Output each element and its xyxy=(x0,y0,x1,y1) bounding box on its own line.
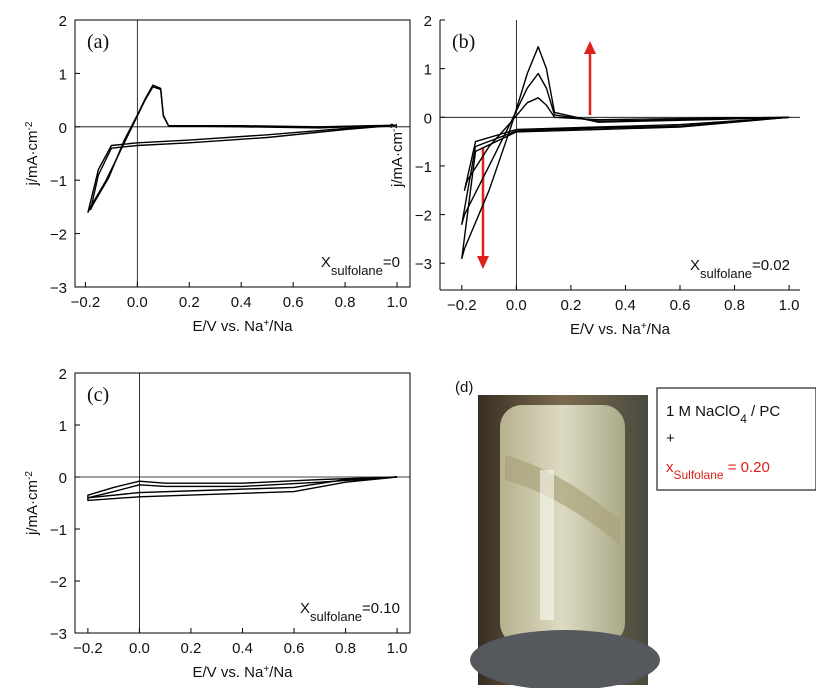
label-box xyxy=(656,387,816,491)
solution-text: 1 M NaClO4 / PC xyxy=(666,403,780,426)
cv-curve xyxy=(461,72,790,225)
x-tick-label: 1.0 xyxy=(387,640,408,657)
y-axis-label-part: -2 xyxy=(24,121,35,130)
y-tick-label: 0 xyxy=(59,120,67,137)
y-axis-label: j/mA·cm-2 xyxy=(24,121,42,186)
y-axis-label-part: j/mA·cm xyxy=(24,130,41,186)
x-axis-label-part: + xyxy=(641,321,647,332)
x-axis-label-part: E/V vs. Na xyxy=(192,318,264,335)
annotation: Xsulfolane=0.10 xyxy=(300,600,400,624)
x-axis-label: E/V vs. Na+/Na xyxy=(192,318,293,336)
x-tick-label: −0.2 xyxy=(447,297,477,314)
y-tick-label: −2 xyxy=(50,227,67,244)
x-axis-label-part: + xyxy=(263,318,269,329)
y-tick-label: 1 xyxy=(424,62,432,79)
y-tick-label: 1 xyxy=(59,66,67,83)
y-axis-label: j/mA·cm-2 xyxy=(24,471,42,536)
x-tick-label: 1.0 xyxy=(779,297,800,314)
annotation-part: X xyxy=(690,257,700,274)
additive-text: xSulfolane = 0.20 xyxy=(666,459,770,482)
y-axis-label-part: -2 xyxy=(24,471,35,480)
x-axis-label-part: /Na xyxy=(647,321,671,338)
y-tick-label: 2 xyxy=(59,13,67,30)
x-axis-label: E/V vs. Na+/Na xyxy=(570,321,671,339)
annotation-part: sulfolane xyxy=(331,263,383,278)
cv-curve xyxy=(87,86,398,213)
y-tick-label: −3 xyxy=(415,256,432,273)
panel-label: (a) xyxy=(87,31,109,53)
y-axis-label-part: j/mA·cm xyxy=(24,480,41,536)
x-tick-label: 0.0 xyxy=(506,297,527,314)
x-tick-label: 0.2 xyxy=(181,640,202,657)
x-tick-label: 0.0 xyxy=(127,294,148,311)
x-tick-label: 0.2 xyxy=(560,297,581,314)
annotation-part: =0 xyxy=(383,254,400,271)
y-tick-label: −3 xyxy=(50,280,67,297)
annotation-part: sulfolane xyxy=(700,266,752,281)
y-tick-label: 2 xyxy=(59,366,67,383)
annotation-part: =0.10 xyxy=(362,600,400,617)
x-tick-label: 0.2 xyxy=(179,294,200,311)
additive-text-part: x xyxy=(666,459,674,476)
solution-text-part: 1 M NaClO xyxy=(666,403,740,420)
y-tick-label: −2 xyxy=(50,574,67,591)
x-tick-label: 1.0 xyxy=(387,294,408,311)
x-axis-label-part: E/V vs. Na xyxy=(570,321,642,338)
y-tick-label: 1 xyxy=(59,418,67,435)
x-tick-label: 0.4 xyxy=(615,297,636,314)
y-tick-label: 0 xyxy=(59,470,67,487)
x-axis-label: E/V vs. Na+/Na xyxy=(192,664,293,682)
x-tick-label: 0.6 xyxy=(670,297,691,314)
vial-highlight xyxy=(540,470,554,620)
x-tick-label: 0.4 xyxy=(231,294,252,311)
cv-curve xyxy=(461,46,790,260)
annotation: Xsulfolane=0.02 xyxy=(690,257,790,281)
additive-text-part: Sulfolane xyxy=(674,468,724,482)
y-axis-label-part: j/mA·cm xyxy=(389,132,406,188)
y-tick-label: 0 xyxy=(424,110,432,127)
y-axis-label-part: -2 xyxy=(389,123,400,132)
x-axis-label-part: + xyxy=(263,664,269,675)
y-tick-label: 2 xyxy=(424,13,432,30)
annotation-part: =0.02 xyxy=(752,257,790,274)
cv-curve xyxy=(87,476,398,499)
cv-curve xyxy=(89,84,398,211)
plot-frame xyxy=(74,372,411,634)
x-axis-label-part: /Na xyxy=(269,664,293,681)
x-tick-label: 0.8 xyxy=(335,640,356,657)
plot-frame xyxy=(74,19,411,288)
y-tick-label: −1 xyxy=(50,173,67,190)
y-tick-label: −3 xyxy=(50,626,67,643)
annotation-part: sulfolane xyxy=(310,609,362,624)
panel-label: (b) xyxy=(452,31,475,53)
solution-plus: + xyxy=(666,430,675,447)
x-tick-label: 0.4 xyxy=(232,640,253,657)
vial-reflection xyxy=(505,455,620,545)
x-tick-label: 0.8 xyxy=(724,297,745,314)
x-tick-label: −0.2 xyxy=(71,294,101,311)
panel-label: (c) xyxy=(87,384,109,406)
y-tick-label: −1 xyxy=(50,522,67,539)
y-axis-label: j/mA·cm-2 xyxy=(389,123,407,188)
y-tick-label: −2 xyxy=(415,208,432,225)
x-tick-label: 0.6 xyxy=(283,294,304,311)
x-tick-label: 0.8 xyxy=(335,294,356,311)
x-tick-label: −0.2 xyxy=(73,640,103,657)
x-axis-label-part: E/V vs. Na xyxy=(192,664,264,681)
solution-text-part: / PC xyxy=(747,403,781,420)
cv-curve xyxy=(463,97,790,191)
x-tick-label: 0.0 xyxy=(129,640,150,657)
y-tick-label: −1 xyxy=(415,159,432,176)
photo-panel-label: (d) xyxy=(455,379,473,396)
additive-text-part: = 0.20 xyxy=(724,459,770,476)
annotation-part: X xyxy=(321,254,331,271)
x-tick-label: 0.6 xyxy=(284,640,305,657)
annotation: Xsulfolane=0 xyxy=(321,254,400,278)
annotation-part: X xyxy=(300,600,310,617)
x-axis-label-part: /Na xyxy=(269,318,293,335)
solution-text-part: 4 xyxy=(740,412,747,426)
cv-curve xyxy=(87,476,398,502)
glove xyxy=(470,630,660,690)
